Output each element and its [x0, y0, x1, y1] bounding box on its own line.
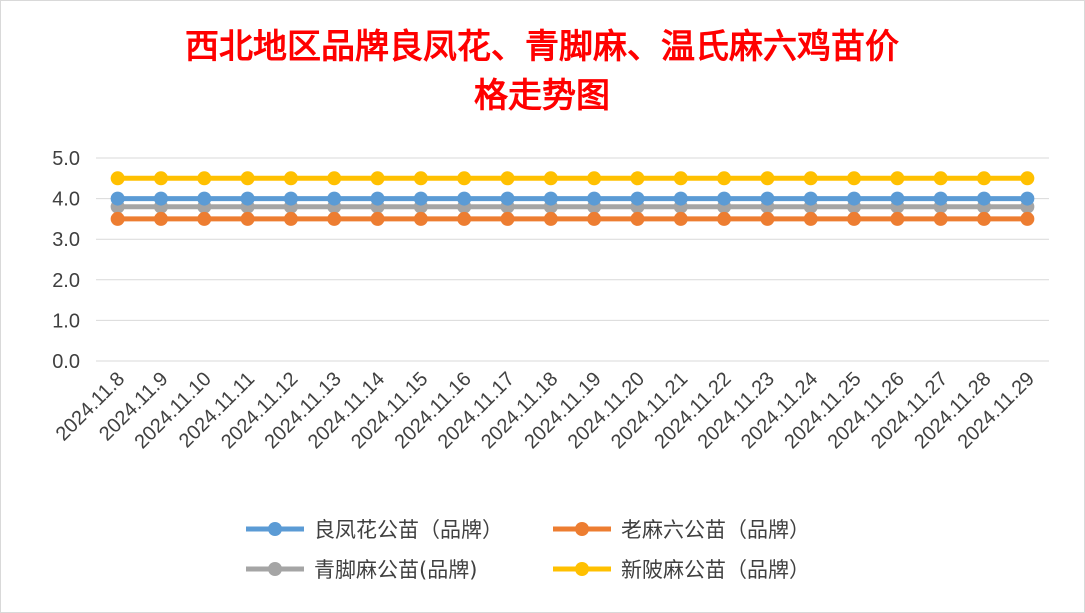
data-point [933, 211, 948, 226]
data-point [587, 171, 602, 186]
data-point [240, 171, 255, 186]
data-point [413, 191, 428, 206]
data-point [630, 211, 645, 226]
y-tick-label: 5.0 [52, 148, 80, 170]
data-point [543, 191, 558, 206]
legend-swatch-marker [575, 522, 589, 536]
data-point [673, 171, 688, 186]
data-point [847, 171, 862, 186]
data-point [500, 171, 515, 186]
data-point [933, 191, 948, 206]
chart-title-line-2: 格走势图 [474, 76, 610, 116]
legend-swatch-marker [268, 562, 282, 576]
data-point [630, 191, 645, 206]
data-point [153, 171, 168, 186]
legend-item: 老麻六公苗（品牌） [553, 518, 810, 542]
y-axis: 0.0 1.0 2.0 3.0 4.0 5.0 [52, 148, 80, 373]
legend-label: 青脚麻公苗(品牌) [314, 558, 477, 582]
data-point [760, 211, 775, 226]
y-tick-label: 1.0 [52, 310, 80, 332]
y-tick-label: 3.0 [52, 229, 80, 251]
data-point [933, 171, 948, 186]
data-point [673, 211, 688, 226]
legend-label: 老麻六公苗（品牌） [621, 518, 810, 542]
data-point [717, 191, 732, 206]
legend-label: 良凤花公苗（品牌） [314, 518, 503, 542]
data-point [1020, 211, 1035, 226]
legend-item: 青脚麻公苗(品牌) [246, 558, 477, 582]
data-point [1020, 191, 1035, 206]
data-point [543, 171, 558, 186]
y-tick-label: 4.0 [52, 189, 80, 211]
data-point [327, 171, 342, 186]
data-point [197, 211, 212, 226]
legend: 良凤花公苗（品牌） 老麻六公苗（品牌） 青脚麻公苗(品牌) 新陂麻公苗（品牌） [246, 518, 810, 582]
data-point [457, 171, 472, 186]
chart-title-line-1: 西北地区品牌良凤花、青脚麻、温氏麻六鸡苗价 [185, 27, 899, 67]
data-point [413, 211, 428, 226]
data-point [803, 171, 818, 186]
data-point [413, 171, 428, 186]
data-point [717, 171, 732, 186]
data-point [673, 191, 688, 206]
data-point [197, 191, 212, 206]
data-point [327, 191, 342, 206]
data-point [890, 211, 905, 226]
legend-item: 新陂麻公苗（品牌） [553, 558, 810, 582]
chart-title: 西北地区品牌良凤花、青脚麻、温氏麻六鸡苗价 格走势图 [185, 27, 899, 116]
data-point [283, 191, 298, 206]
series-4 [110, 171, 1035, 186]
data-point [717, 211, 732, 226]
data-point [847, 191, 862, 206]
data-point [500, 191, 515, 206]
legend-swatch-marker [268, 522, 282, 536]
data-point [153, 211, 168, 226]
data-point [457, 211, 472, 226]
data-point [110, 211, 125, 226]
data-point [457, 191, 472, 206]
data-point [283, 171, 298, 186]
data-point [803, 211, 818, 226]
data-point [327, 211, 342, 226]
y-tick-label: 2.0 [52, 270, 80, 292]
data-point [543, 211, 558, 226]
legend-item: 良凤花公苗（品牌） [246, 518, 503, 542]
data-point [977, 191, 992, 206]
data-point [153, 191, 168, 206]
data-point [240, 191, 255, 206]
data-point [1020, 171, 1035, 186]
data-point [977, 171, 992, 186]
data-point [890, 171, 905, 186]
data-point [240, 211, 255, 226]
data-point [197, 171, 212, 186]
data-point [977, 211, 992, 226]
data-point [760, 171, 775, 186]
data-point [500, 211, 515, 226]
data-point [110, 171, 125, 186]
data-point [760, 191, 775, 206]
legend-swatch-marker [575, 562, 589, 576]
data-point [370, 191, 385, 206]
data-point [370, 211, 385, 226]
series-1 [110, 191, 1035, 206]
data-point [110, 191, 125, 206]
data-point [803, 191, 818, 206]
series-lines [110, 171, 1035, 226]
data-point [847, 211, 862, 226]
series-2 [110, 211, 1035, 226]
y-tick-label: 0.0 [52, 351, 80, 373]
data-point [587, 191, 602, 206]
data-point [587, 211, 602, 226]
data-point [890, 191, 905, 206]
data-point [370, 171, 385, 186]
data-point [283, 211, 298, 226]
legend-label: 新陂麻公苗（品牌） [621, 558, 810, 582]
data-point [630, 171, 645, 186]
